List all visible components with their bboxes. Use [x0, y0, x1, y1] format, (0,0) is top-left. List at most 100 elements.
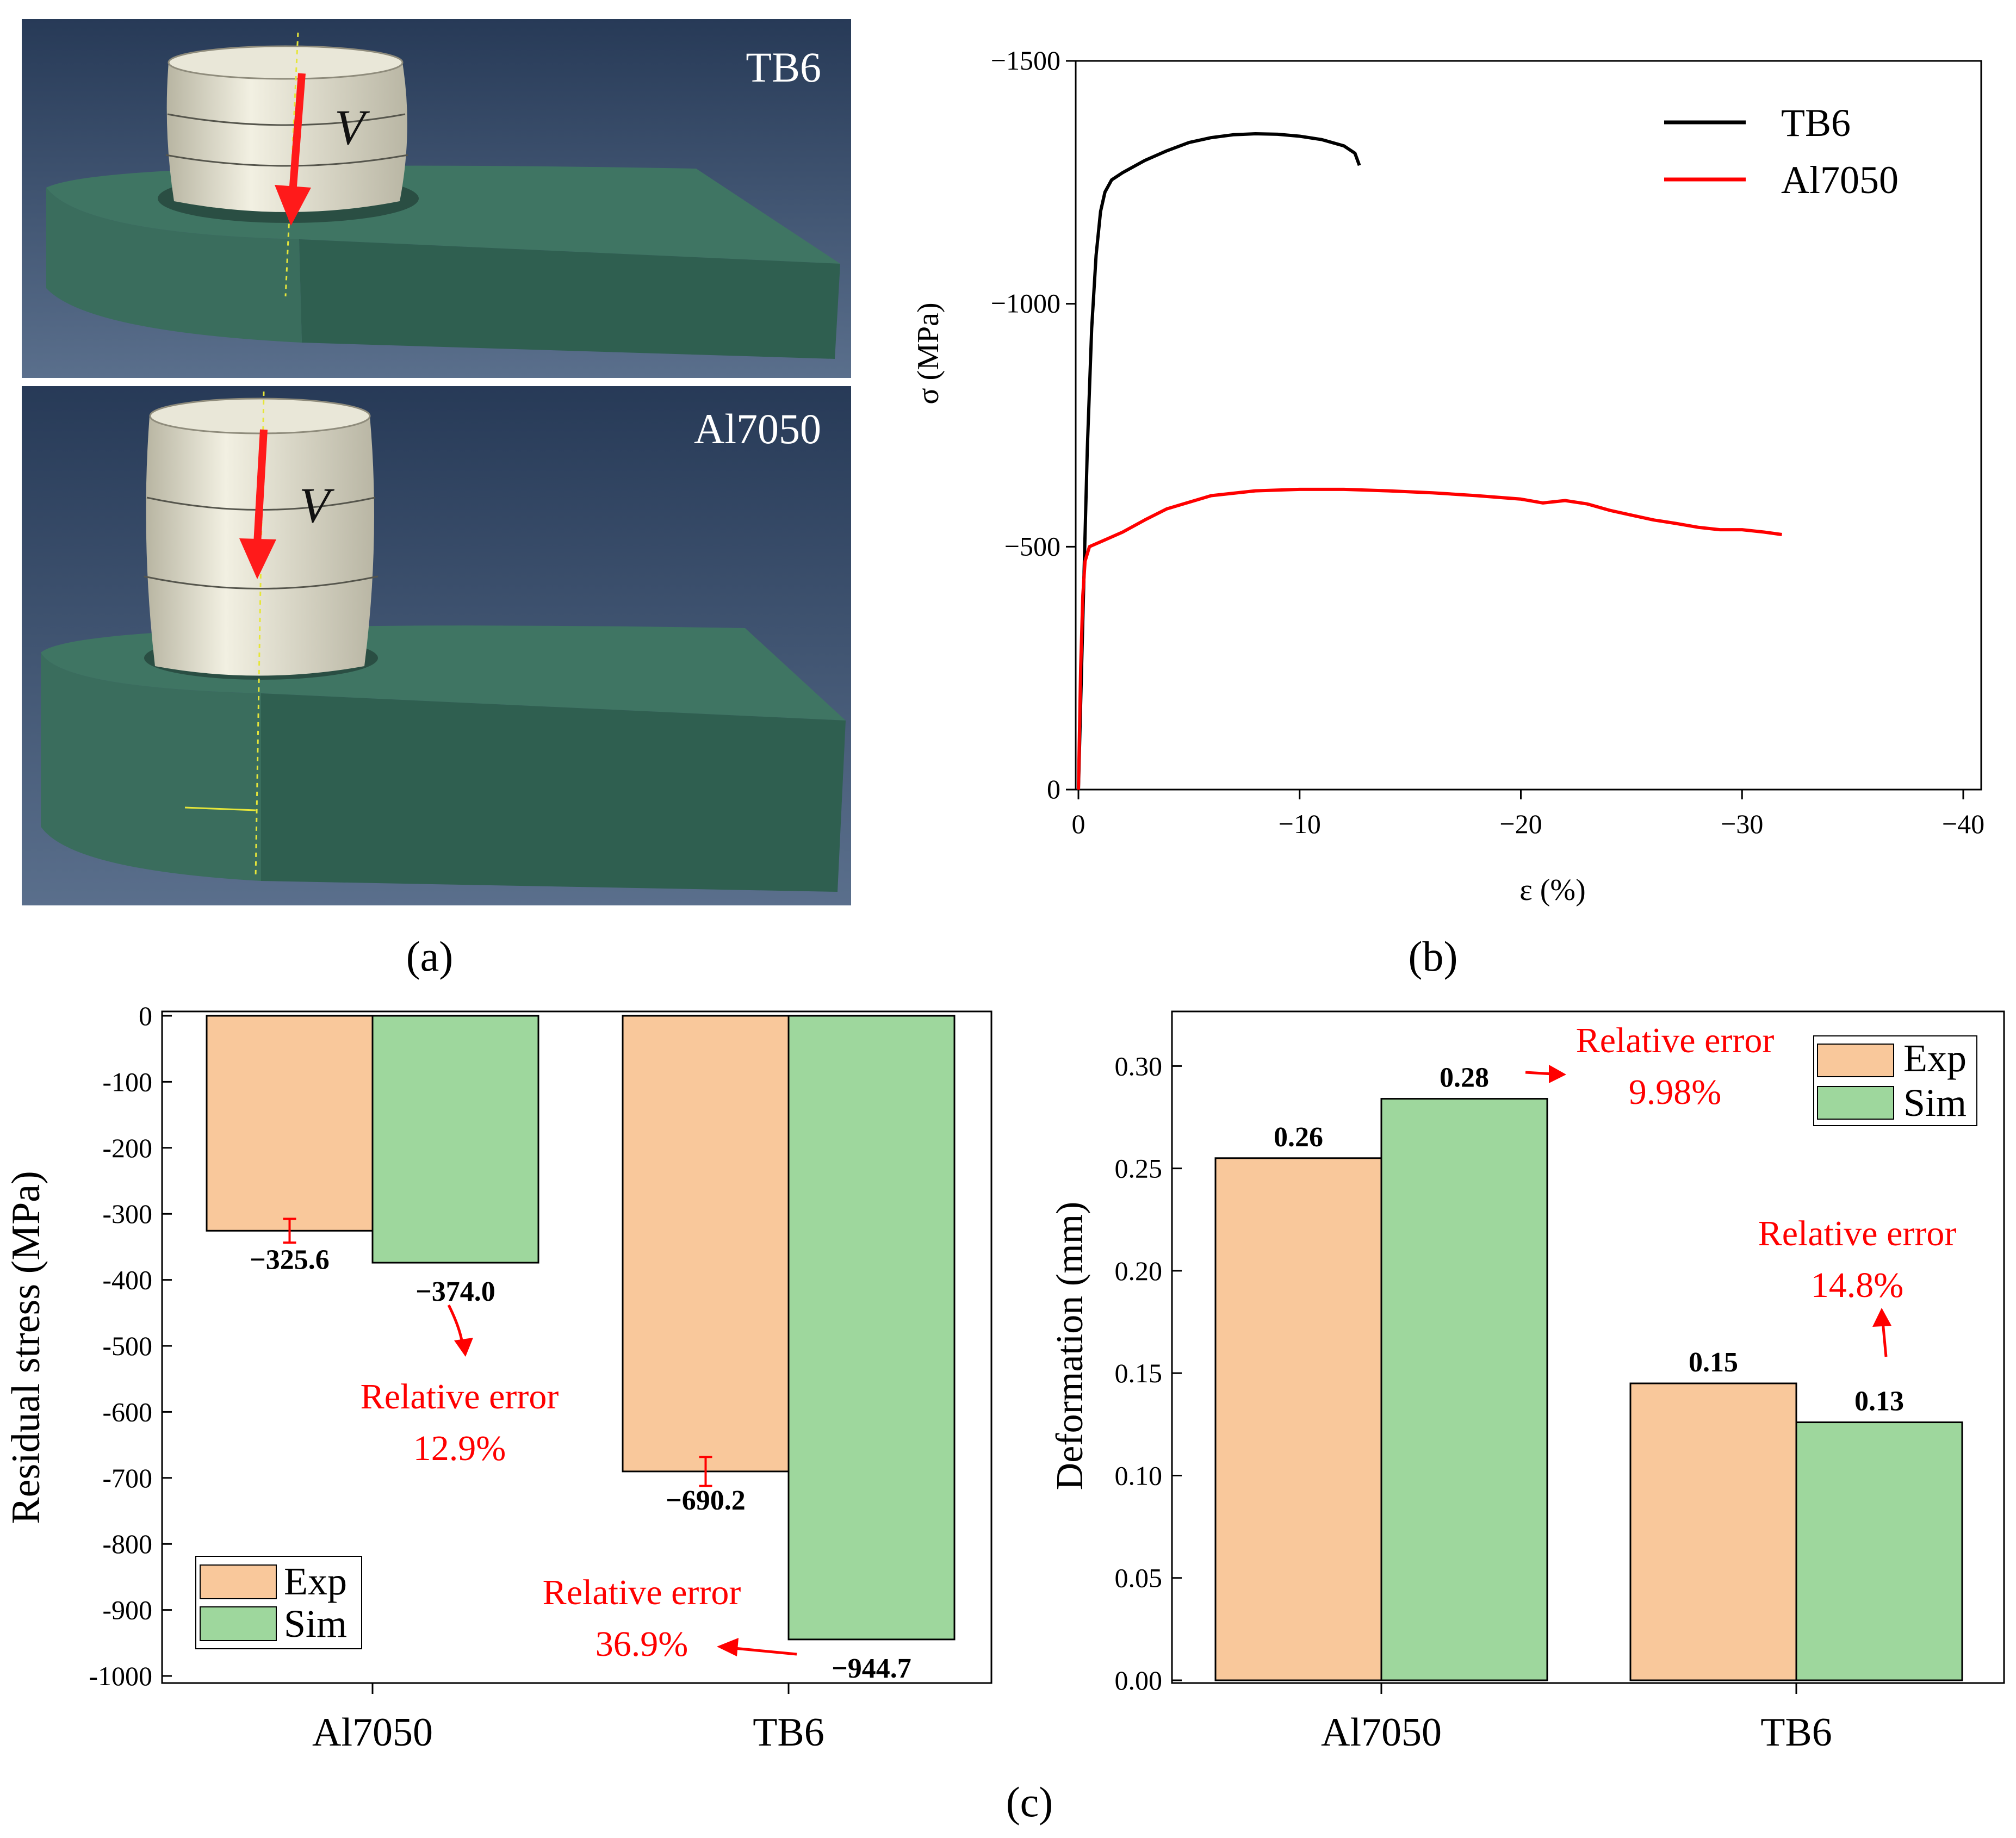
bar-exp-tb6	[622, 1015, 790, 1473]
legend-label-al7050: Al7050	[1781, 158, 1899, 202]
legend-label-exp: Exp	[284, 1560, 347, 1603]
annotation-arrow	[1881, 1321, 1888, 1357]
x-axis-label: ε (%)	[1519, 873, 1585, 907]
velocity-label: V	[334, 100, 370, 155]
bar-sim-tb6	[1795, 1421, 1963, 1681]
y-tick-label: -200	[102, 1133, 152, 1163]
y-tick-label: 0.10	[1115, 1460, 1163, 1491]
data-label: −690.2	[666, 1485, 746, 1516]
bar-exp-al7050	[206, 1015, 374, 1232]
axis-line	[184, 806, 256, 811]
x-tick-label: TB6	[1760, 1710, 1832, 1755]
plot-frame	[1075, 60, 1982, 791]
x-tick-label: −10	[1279, 809, 1321, 839]
annotation-arrow	[1525, 1071, 1553, 1076]
x-tick-label: −30	[1721, 809, 1763, 839]
data-label: 0.13	[1854, 1386, 1904, 1417]
y-tick-label: 0.25	[1115, 1153, 1163, 1184]
data-label: 0.26	[1274, 1122, 1323, 1153]
bar-exp-al7050	[1214, 1157, 1382, 1681]
x-tick-label: 0	[1072, 809, 1085, 839]
y-tick-label: -100	[102, 1066, 152, 1097]
tool-top-face	[149, 398, 371, 434]
y-tick-label: 0.00	[1115, 1665, 1163, 1696]
legend-swatch-exp	[1817, 1044, 1894, 1077]
annotation-line2: 36.9%	[596, 1624, 688, 1664]
y-tick-label: 0.15	[1115, 1358, 1163, 1388]
y-tick-label: 0	[1047, 774, 1060, 804]
legend: TB6 Al7050	[1664, 101, 1899, 202]
legend-label-tb6: TB6	[1781, 101, 1851, 145]
y-tick-label: -400	[102, 1265, 152, 1295]
series-line-tb6	[1077, 132, 1361, 790]
legend-label-exp: Exp	[1903, 1036, 1967, 1080]
annotation-line1: Relative error	[1758, 1214, 1957, 1253]
tool-ring-line	[165, 154, 408, 167]
bar-sim-al7050	[1380, 1098, 1548, 1681]
velocity-arrow	[253, 429, 268, 544]
y-tick-label: -300	[102, 1199, 152, 1229]
workpiece-front-face	[299, 239, 840, 359]
y-axis-label: Residual stress (MPa)	[4, 1171, 48, 1524]
x-tick-label: Al7050	[1321, 1710, 1442, 1755]
y-axis-label: Deformation (mm)	[1049, 1202, 1091, 1491]
tool-top-face	[168, 45, 404, 80]
legend: Exp Sim	[195, 1556, 362, 1649]
sim-view-tb6: V TB6	[22, 19, 851, 378]
legend-swatch-sim	[1817, 1086, 1894, 1120]
annotation-arrowhead	[1872, 1308, 1891, 1327]
data-label: −325.6	[250, 1244, 330, 1275]
panel-label-c: (c)	[1006, 1778, 1053, 1825]
velocity-arrow	[289, 73, 306, 194]
annotation-arrow	[728, 1646, 797, 1656]
y-tick-label: 0.05	[1115, 1563, 1163, 1593]
x-tick-label: −20	[1499, 809, 1542, 839]
annotation-arrowhead	[454, 1338, 473, 1357]
y-tick-label: -500	[102, 1331, 152, 1361]
data-label: −944.7	[832, 1653, 911, 1684]
panel-label-a: (a)	[406, 933, 454, 980]
annotation-arrowhead	[717, 1638, 739, 1656]
plot-frame	[1171, 1010, 2005, 1684]
legend-label-sim: Sim	[284, 1602, 347, 1645]
annotation-line2: 9.98%	[1629, 1072, 1721, 1112]
workpiece-side-face	[46, 188, 302, 343]
panel-label-b: (b)	[1409, 933, 1458, 980]
sim-view-al7050: V Al7050	[22, 386, 851, 905]
sim-title-al7050: Al7050	[694, 405, 821, 452]
annotation-arrowhead	[1549, 1065, 1566, 1083]
annotation-line2: 14.8%	[1811, 1265, 1903, 1305]
x-tick-label: Al7050	[312, 1710, 433, 1755]
y-tick-label: -600	[102, 1396, 152, 1427]
bar-exp-tb6	[1629, 1382, 1797, 1681]
velocity-arrowhead	[275, 185, 311, 226]
velocity-arrowhead	[239, 538, 276, 579]
series-line-al7050	[1077, 487, 1782, 790]
y-tick-label: -1000	[89, 1661, 152, 1691]
y-tick-label: 0.30	[1115, 1051, 1163, 1081]
workpiece-front-face	[261, 693, 846, 892]
deformation-chart: 0.00 0.05 0.10 0.15 0.20 0.25 0.30 Al7050 TB6 0…	[1049, 1010, 2005, 1755]
y-axis-label: σ (MPa)	[911, 302, 945, 404]
annotation-line1: Relative error	[1576, 1021, 1775, 1060]
annotation-line2: 12.9%	[413, 1429, 506, 1468]
legend-label-sim: Sim	[1903, 1081, 1967, 1125]
y-tick-label: −1500	[991, 45, 1060, 76]
y-tick-label: −1000	[991, 288, 1060, 319]
sim-title-tb6: TB6	[746, 44, 821, 91]
data-label: 0.28	[1440, 1063, 1489, 1094]
x-tick-label: TB6	[753, 1710, 824, 1755]
y-tick-label: -800	[102, 1529, 152, 1559]
legend: Exp Sim	[1813, 1035, 1977, 1126]
data-label: −374.0	[415, 1276, 495, 1307]
annotation-tb6: Relative error 36.9%	[543, 1573, 797, 1664]
legend-swatch-exp	[200, 1564, 277, 1599]
y-tick-label: -900	[102, 1595, 152, 1625]
annotation-al7050: Relative error 9.98%	[1525, 1021, 1774, 1112]
y-tick-label: 0.20	[1115, 1256, 1163, 1286]
workpiece-side-face	[41, 653, 261, 881]
legend-swatch-sim	[200, 1606, 277, 1641]
annotation-al7050: Relative error 12.9%	[361, 1304, 559, 1468]
annotation-line1: Relative error	[361, 1377, 559, 1417]
